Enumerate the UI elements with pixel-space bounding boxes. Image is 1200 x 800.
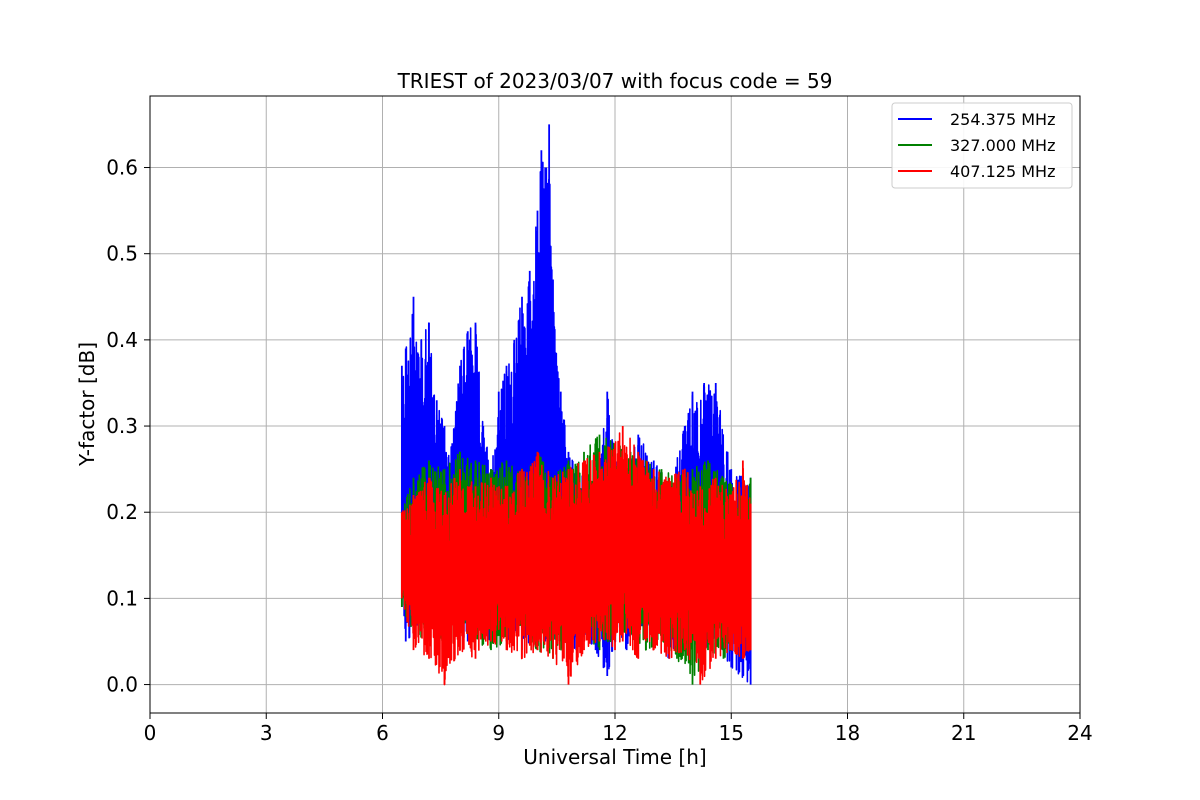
x-tick-label: 18 bbox=[835, 721, 860, 745]
y-axis-ticks: 0.0 0.1 0.2 0.3 0.4 0.5 0.6 bbox=[106, 156, 150, 697]
x-axis-label: Universal Time [h] bbox=[523, 745, 706, 769]
legend-label: 254.375 MHz bbox=[950, 110, 1055, 129]
legend-box bbox=[891, 102, 1073, 189]
x-tick-label: 21 bbox=[951, 721, 976, 745]
x-axis-ticks: 0 3 6 9 12 15 18 21 24 bbox=[144, 713, 1093, 745]
x-tick-label: 6 bbox=[376, 721, 389, 745]
legend: 254.375 MHz 327.000 MHz 407.125 MHz bbox=[891, 102, 1073, 189]
y-tick-label: 0.5 bbox=[106, 242, 138, 266]
x-tick-label: 3 bbox=[260, 721, 273, 745]
y-tick-label: 0.6 bbox=[106, 156, 138, 180]
x-tick-label: 24 bbox=[1067, 721, 1092, 745]
chart-title: TRIEST of 2023/03/07 with focus code = 5… bbox=[397, 69, 833, 93]
y-tick-label: 0.3 bbox=[106, 414, 138, 438]
legend-label: 327.000 MHz bbox=[950, 136, 1055, 155]
x-tick-label: 15 bbox=[719, 721, 744, 745]
y-tick-label: 0.1 bbox=[106, 586, 138, 610]
x-tick-label: 0 bbox=[144, 721, 157, 745]
y-tick-label: 0.4 bbox=[106, 328, 138, 352]
y-tick-label: 0.0 bbox=[106, 673, 138, 697]
series-layer bbox=[400, 124, 752, 686]
y-tick-label: 0.2 bbox=[106, 500, 138, 524]
legend-label: 407.125 MHz bbox=[950, 162, 1055, 181]
y-axis-label: Y-factor [dB] bbox=[75, 342, 99, 467]
x-tick-label: 9 bbox=[492, 721, 505, 745]
x-tick-label: 12 bbox=[602, 721, 627, 745]
